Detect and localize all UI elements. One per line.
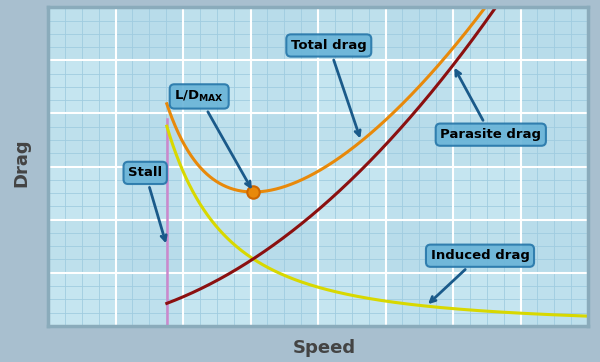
Text: Stall: Stall	[128, 167, 166, 240]
Bar	[115, 7, 183, 326]
Text: Total drag: Total drag	[291, 39, 367, 136]
Bar	[48, 7, 115, 326]
Bar	[251, 7, 318, 326]
Text: Speed: Speed	[292, 338, 356, 357]
Text: Induced drag: Induced drag	[430, 249, 529, 302]
Text: Parasite drag: Parasite drag	[440, 70, 541, 141]
Bar	[521, 7, 588, 326]
Bar	[453, 7, 521, 326]
Bar	[48, 167, 588, 220]
Bar	[183, 7, 251, 326]
Bar	[48, 220, 588, 273]
Bar	[318, 7, 386, 326]
Bar	[48, 7, 588, 60]
Bar	[48, 60, 588, 113]
Text: L/D$_{\mathregular{MAX}}$: L/D$_{\mathregular{MAX}}$	[175, 89, 250, 187]
Bar	[48, 273, 588, 326]
Bar	[386, 7, 453, 326]
Point	[248, 189, 258, 195]
Text: Drag: Drag	[12, 139, 30, 187]
Bar	[48, 113, 588, 167]
